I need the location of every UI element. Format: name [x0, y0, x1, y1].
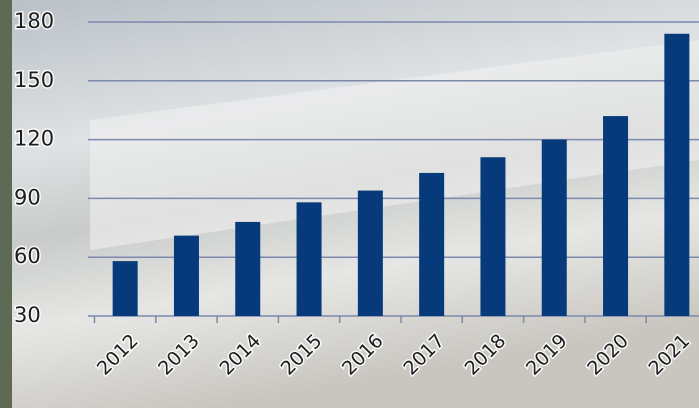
y-tick-label: 90 [14, 185, 41, 209]
y-tick-label: 30 [14, 303, 41, 327]
bar [664, 33, 690, 316]
bar [296, 202, 322, 316]
bar [235, 221, 261, 316]
y-tick-label: 150 [14, 68, 54, 92]
bar [419, 172, 445, 316]
bar [480, 157, 506, 316]
bar [603, 116, 629, 316]
y-tick-label: 120 [14, 127, 54, 151]
background-edge [0, 0, 12, 408]
bar [173, 235, 199, 316]
bar [112, 261, 138, 316]
y-tick-label: 180 [14, 9, 54, 33]
bar [357, 190, 383, 316]
y-tick-label: 60 [14, 244, 41, 268]
background-band [90, 40, 699, 250]
bar [541, 139, 567, 316]
